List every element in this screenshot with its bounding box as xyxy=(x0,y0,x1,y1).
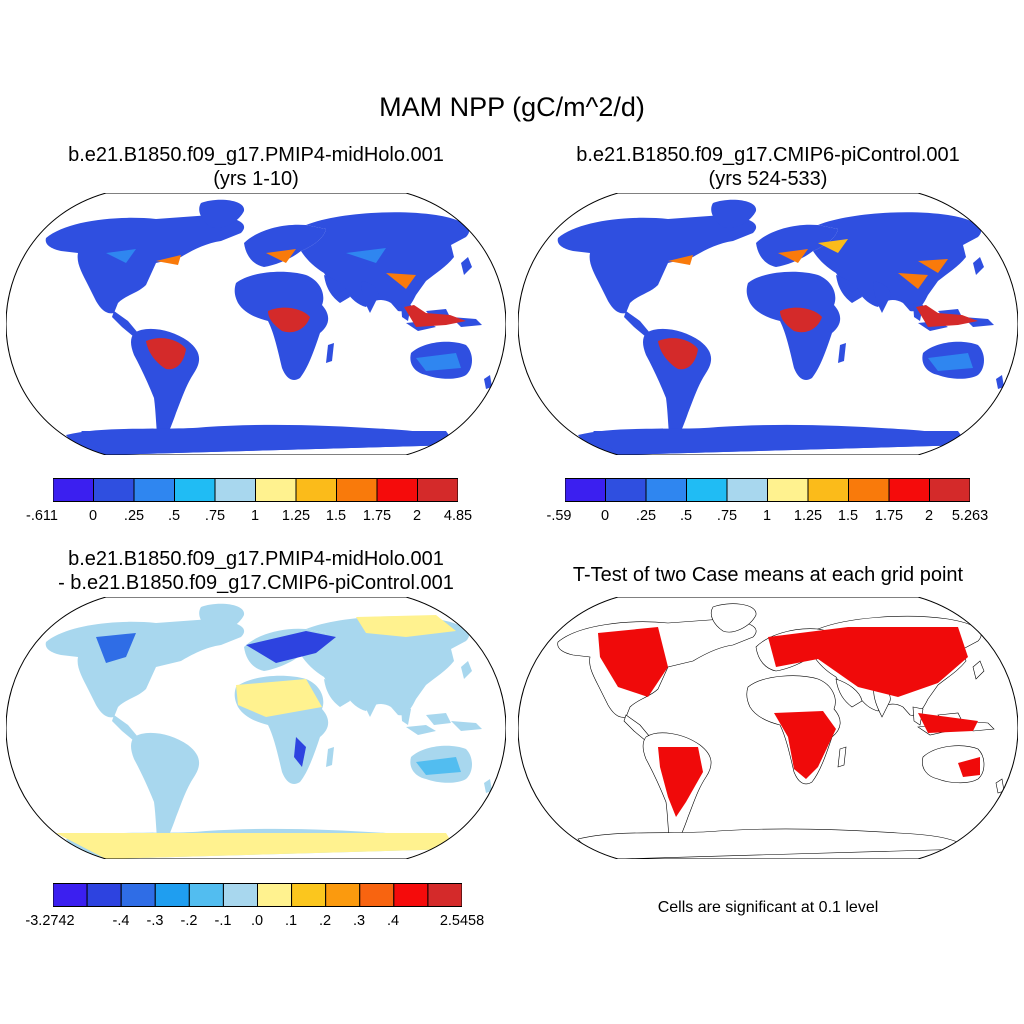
cbar2-label-5: 1 xyxy=(762,508,772,524)
cbar3-label-4: -.1 xyxy=(214,913,232,929)
cbar1-swatch-8 xyxy=(376,478,418,502)
panel-3-colorbar-labels: -3.2742 -.4 -.3 -.2 -.1 .0 .1 .2 .3 .4 2… xyxy=(25,913,484,933)
cbar1-label-8: 1.75 xyxy=(362,508,392,524)
panel-3-title-line1: b.e21.B1850.f09_g17.PMIP4-midHolo.001 xyxy=(68,548,444,570)
cbar2-swatch-7 xyxy=(848,478,890,502)
panel-2-title-line1: b.e21.B1850.f09_g17.CMIP6-piControl.001 xyxy=(576,144,960,166)
cbar2-swatch-6 xyxy=(807,478,849,502)
cbar1-label-1: 0 xyxy=(88,508,98,524)
panel-2-colorbar-swatches xyxy=(565,478,970,502)
cbar2-label-7: 1.5 xyxy=(837,508,859,524)
cbar2-label-9: 2 xyxy=(924,508,934,524)
cbar2-label-8: 1.75 xyxy=(874,508,904,524)
cbar1-label-0: -.611 xyxy=(26,508,58,524)
cbar2-swatch-1 xyxy=(605,478,647,502)
cbar1-label-3: .5 xyxy=(167,508,181,524)
panel-3-title: b.e21.B1850.f09_g17.PMIP4-midHolo.001 - … xyxy=(6,547,506,595)
panel-3-colorbar xyxy=(53,883,462,907)
main-title: MAM NPP (gC/m^2/d) xyxy=(379,92,645,122)
cbar2-swatch-2 xyxy=(645,478,687,502)
cbar1-label-6: 1.25 xyxy=(281,508,311,524)
cbar1-swatch-1 xyxy=(93,478,135,502)
cbar2-label-1: 0 xyxy=(600,508,610,524)
panel-1-colorbar-swatches xyxy=(53,478,458,502)
cbar3-swatch-6 xyxy=(257,883,293,907)
panel-4-title: T-Test of two Case means at each grid po… xyxy=(572,564,964,586)
panel-2-colorbar xyxy=(565,478,970,502)
cbar3-label-8: .3 xyxy=(352,913,366,929)
cbar3-label-6: .1 xyxy=(284,913,298,929)
cbar3-swatch-3 xyxy=(154,883,190,907)
cbar2-swatch-5 xyxy=(767,478,809,502)
significance-note: Cells are significant at 0.1 level xyxy=(657,899,879,916)
cbar1-label-7: 1.5 xyxy=(325,508,347,524)
cbar2-label-0: -.59 xyxy=(546,508,572,524)
cbar3-label-3: -.2 xyxy=(180,913,198,929)
cbar3-swatch-10 xyxy=(393,883,429,907)
cbar2-swatch-9 xyxy=(929,478,970,502)
panel-1-colorbar-labels: -.611 0 .25 .5 .75 1 1.25 1.5 1.75 2 4.8… xyxy=(26,508,472,528)
cbar3-swatch-2 xyxy=(120,883,156,907)
cbar3-swatch-7 xyxy=(291,883,327,907)
cbar2-label-3: .5 xyxy=(679,508,693,524)
cbar3-label-9: .4 xyxy=(386,913,400,929)
cbar1-label-5: 1 xyxy=(250,508,260,524)
cbar1-swatch-5 xyxy=(255,478,297,502)
cbar3-label-2: -.3 xyxy=(146,913,164,929)
cbar3-swatch-11 xyxy=(427,883,462,907)
panel-1-map xyxy=(6,193,506,455)
cbar1-swatch-6 xyxy=(295,478,337,502)
cbar3-swatch-5 xyxy=(222,883,258,907)
panel-1-colorbar xyxy=(53,478,458,502)
cbar3-label-0: -3.2742 xyxy=(25,913,75,929)
cbar2-label-10: 5.263 xyxy=(951,508,989,524)
cbar3-label-10: 2.5458 xyxy=(439,913,485,929)
cbar3-swatch-0 xyxy=(53,883,88,907)
cbar3-label-1: -.4 xyxy=(112,913,130,929)
cbar2-label-6: 1.25 xyxy=(793,508,823,524)
cbar3-label-7: .2 xyxy=(318,913,332,929)
panel-3-map xyxy=(6,597,506,859)
panel-1-title-line2: (yrs 1-10) xyxy=(213,168,299,190)
cbar1-swatch-9 xyxy=(417,478,458,502)
cbar1-swatch-3 xyxy=(174,478,216,502)
panel-2-map xyxy=(518,193,1018,455)
cbar3-swatch-4 xyxy=(188,883,224,907)
panel-4-map xyxy=(518,597,1018,859)
cbar2-swatch-4 xyxy=(726,478,768,502)
cbar2-swatch-3 xyxy=(686,478,728,502)
panel-1-title: b.e21.B1850.f09_g17.PMIP4-midHolo.001 (y… xyxy=(6,143,506,191)
cbar3-swatch-1 xyxy=(86,883,122,907)
panel-2-title: b.e21.B1850.f09_g17.CMIP6-piControl.001 … xyxy=(518,143,1018,191)
cbar2-swatch-8 xyxy=(888,478,930,502)
cbar3-label-5: .0 xyxy=(250,913,264,929)
cbar1-swatch-2 xyxy=(133,478,175,502)
panel-1-title-line1: b.e21.B1850.f09_g17.PMIP4-midHolo.001 xyxy=(68,144,444,166)
cbar3-swatch-9 xyxy=(359,883,395,907)
cbar1-swatch-7 xyxy=(336,478,378,502)
panel-2-colorbar-labels: -.59 0 .25 .5 .75 1 1.25 1.5 1.75 2 5.26… xyxy=(547,508,989,528)
panel-3-colorbar-swatches xyxy=(53,883,462,907)
cbar1-swatch-4 xyxy=(214,478,256,502)
cbar1-label-10: 4.85 xyxy=(443,508,473,524)
panel-2-title-line2: (yrs 524-533) xyxy=(708,168,828,190)
cbar1-label-9: 2 xyxy=(412,508,422,524)
panel-3-title-line2: - b.e21.B1850.f09_g17.CMIP6-piControl.00… xyxy=(58,572,454,594)
cbar1-label-4: .75 xyxy=(204,508,226,524)
cbar1-swatch-0 xyxy=(53,478,94,502)
cbar2-swatch-0 xyxy=(565,478,606,502)
cbar2-label-2: .25 xyxy=(635,508,657,524)
cbar1-label-2: .25 xyxy=(123,508,145,524)
cbar2-label-4: .75 xyxy=(716,508,738,524)
cbar3-swatch-8 xyxy=(325,883,361,907)
